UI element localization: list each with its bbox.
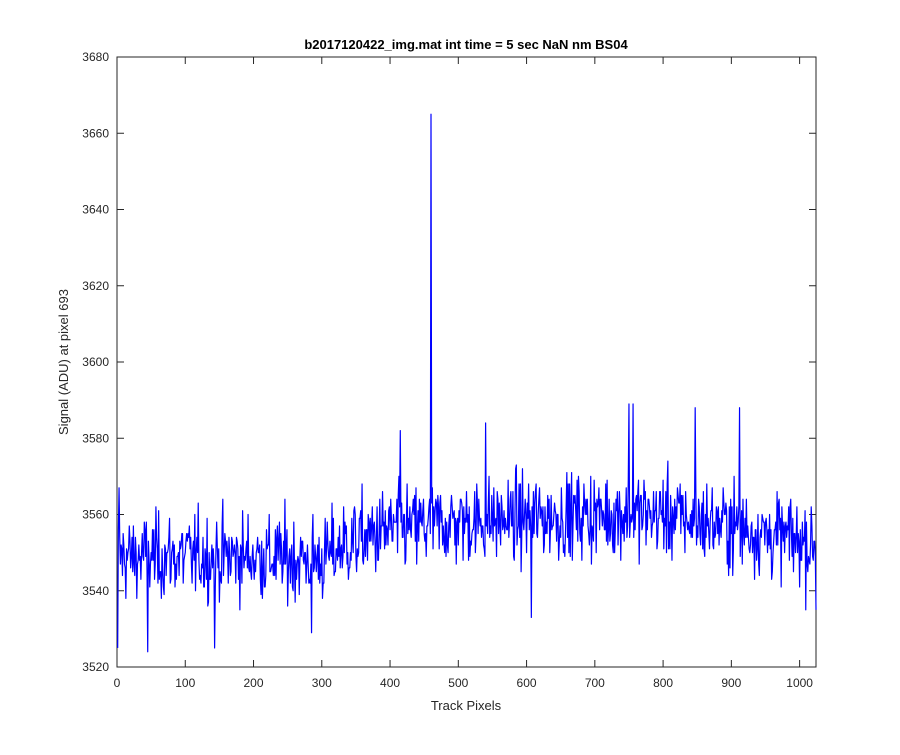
- y-tick-label: 3560: [82, 508, 109, 522]
- y-tick-label: 3600: [82, 355, 109, 369]
- y-tick-label: 3640: [82, 203, 109, 217]
- y-tick-label: 3620: [82, 279, 109, 293]
- series-line: [117, 113, 817, 653]
- y-tick-label: 3520: [82, 660, 109, 674]
- y-tick-label: 3660: [82, 126, 109, 140]
- series-group: [117, 113, 817, 653]
- x-tick-label: 0: [114, 676, 121, 690]
- x-axis-label: Track Pixels: [431, 698, 502, 713]
- y-tick-label: 3580: [82, 431, 109, 445]
- x-tick-label: 100: [175, 676, 195, 690]
- x-tick-label: 600: [517, 676, 537, 690]
- axes-box: [116, 56, 817, 668]
- x-tick-label: 200: [244, 676, 264, 690]
- x-tick-label: 700: [585, 676, 605, 690]
- ticks: [116, 56, 816, 668]
- x-tick-label: 400: [380, 676, 400, 690]
- y-axis-label: Signal (ADU) at pixel 693: [56, 289, 71, 435]
- x-tick-label: 300: [312, 676, 332, 690]
- y-tick-label: 3540: [82, 584, 109, 598]
- y-tick-label: 3680: [82, 50, 109, 64]
- x-tick-label: 900: [721, 676, 741, 690]
- x-tick-label: 800: [653, 676, 673, 690]
- tick-labels: 0 100 200 300 400 500 600 700 800 900 1000 3520 3540…: [82, 50, 813, 690]
- chart-title: b2017120422_img.mat int time = 5 sec NaN…: [304, 37, 628, 52]
- x-tick-label: 500: [448, 676, 468, 690]
- x-tick-label: 1000: [786, 676, 813, 690]
